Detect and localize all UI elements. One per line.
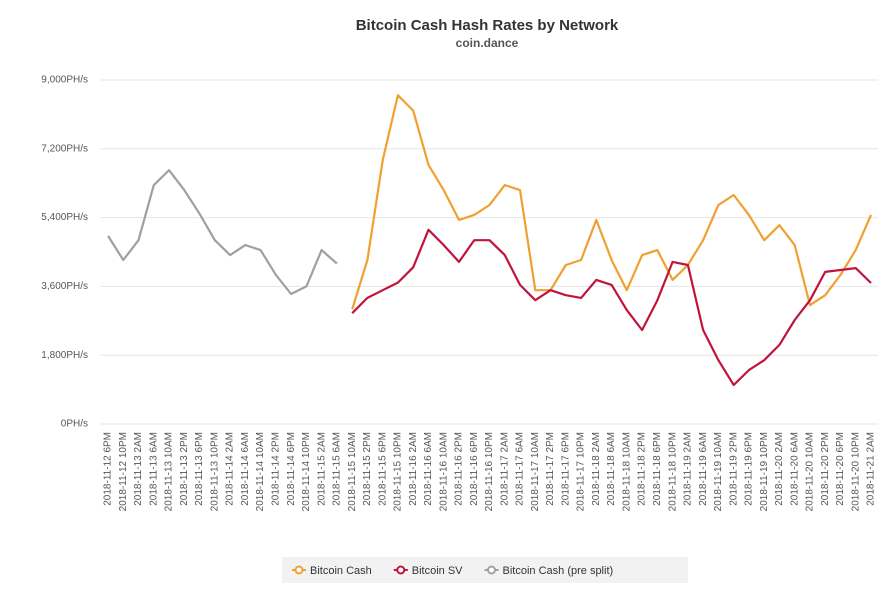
x-tick-label: 2018-11-14 6AM [240, 432, 251, 506]
y-tick-label: 3,600PH/s [41, 281, 88, 292]
x-tick-label: 2018-11-18 6PM [652, 432, 663, 506]
x-tick-label: 2018-11-20 10PM [850, 432, 861, 511]
x-tick-label: 2018-11-20 6PM [835, 432, 846, 506]
x-tick-label: 2018-11-17 2PM [545, 432, 556, 506]
x-tick-label: 2018-11-13 2PM [179, 432, 190, 506]
series-line [351, 94, 873, 310]
x-tick-label: 2018-11-19 10PM [759, 432, 770, 511]
x-tick-label: 2018-11-16 10AM [438, 432, 449, 511]
legend-marker [294, 565, 304, 575]
x-tick-label: 2018-11-20 10AM [805, 432, 816, 511]
legend-label: Bitcoin SV [412, 565, 463, 577]
x-tick-label: 2018-11-19 2AM [683, 432, 694, 506]
x-tick-label: 2018-11-13 2AM [133, 432, 144, 506]
x-tick-label: 2018-11-18 10AM [621, 432, 632, 511]
y-tick-label: 9,000PH/s [41, 75, 88, 86]
x-tick-label: 2018-11-15 6AM [332, 432, 343, 506]
x-tick-label: 2018-11-17 10PM [576, 432, 587, 511]
x-tick-label: 2018-11-19 2PM [728, 432, 739, 506]
x-tick-label: 2018-11-14 2AM [225, 432, 236, 506]
x-tick-label: 2018-11-14 6PM [286, 432, 297, 506]
x-tick-label: 2018-11-15 10AM [347, 432, 358, 511]
x-tick-label: 2018-11-16 10PM [484, 432, 495, 511]
series-line [107, 169, 338, 296]
x-tick-label: 2018-11-16 2AM [408, 432, 419, 506]
x-tick-label: 2018-11-19 6PM [744, 432, 755, 506]
x-tick-label: 2018-11-18 2PM [637, 432, 648, 506]
x-tick-label: 2018-11-15 2PM [362, 432, 373, 506]
x-tick-label: 2018-11-16 2PM [454, 432, 465, 506]
x-tick-label: 2018-11-21 2AM [866, 432, 877, 506]
x-tick-label: 2018-11-19 10AM [713, 432, 724, 511]
x-tick-label: 2018-11-13 10AM [164, 432, 175, 511]
x-tick-label: 2018-11-17 6PM [560, 432, 571, 506]
x-tick-label: 2018-11-16 6PM [469, 432, 480, 506]
x-tick-label: 2018-11-14 10AM [255, 432, 266, 511]
x-tick-label: 2018-11-20 2PM [820, 432, 831, 506]
x-tick-label: 2018-11-14 2PM [271, 432, 282, 506]
x-tick-label: 2018-11-20 6AM [789, 432, 800, 506]
x-tick-label: 2018-11-12 6PM [103, 432, 114, 506]
legend-label: Bitcoin Cash [310, 565, 372, 577]
chart-title: Bitcoin Cash Hash Rates by Network [356, 17, 619, 34]
x-tick-label: 2018-11-18 6AM [606, 432, 617, 506]
y-tick-label: 5,400PH/s [41, 212, 88, 223]
x-tick-label: 2018-11-13 10PM [209, 432, 220, 511]
x-tick-label: 2018-11-17 6AM [515, 432, 526, 506]
y-tick-label: 7,200PH/s [41, 143, 88, 154]
x-tick-label: 2018-11-19 6AM [698, 432, 709, 506]
y-tick-label: 0PH/s [61, 419, 88, 430]
series-line [351, 228, 872, 387]
legend-label: Bitcoin Cash (pre split) [503, 565, 614, 577]
x-tick-label: 2018-11-17 2AM [499, 432, 510, 506]
chart-subtitle: coin.dance [456, 36, 519, 50]
legend-marker [396, 565, 406, 575]
x-tick-label: 2018-11-13 6AM [148, 432, 159, 506]
x-tick-label: 2018-11-12 10PM [118, 432, 129, 511]
x-tick-label: 2018-11-14 10PM [301, 432, 312, 511]
x-tick-label: 2018-11-15 6PM [377, 432, 388, 506]
x-tick-label: 2018-11-18 2AM [591, 432, 602, 506]
x-tick-label: 2018-11-15 2AM [316, 432, 327, 506]
y-tick-label: 1,800PH/s [41, 350, 88, 361]
x-tick-label: 2018-11-20 2AM [774, 432, 785, 506]
x-tick-label: 2018-11-16 6AM [423, 432, 434, 506]
x-tick-label: 2018-11-13 6PM [194, 432, 205, 506]
x-tick-label: 2018-11-15 10PM [393, 432, 404, 511]
legend-marker [487, 565, 497, 575]
x-tick-label: 2018-11-18 10PM [667, 432, 678, 511]
x-tick-label: 2018-11-17 10AM [530, 432, 541, 511]
